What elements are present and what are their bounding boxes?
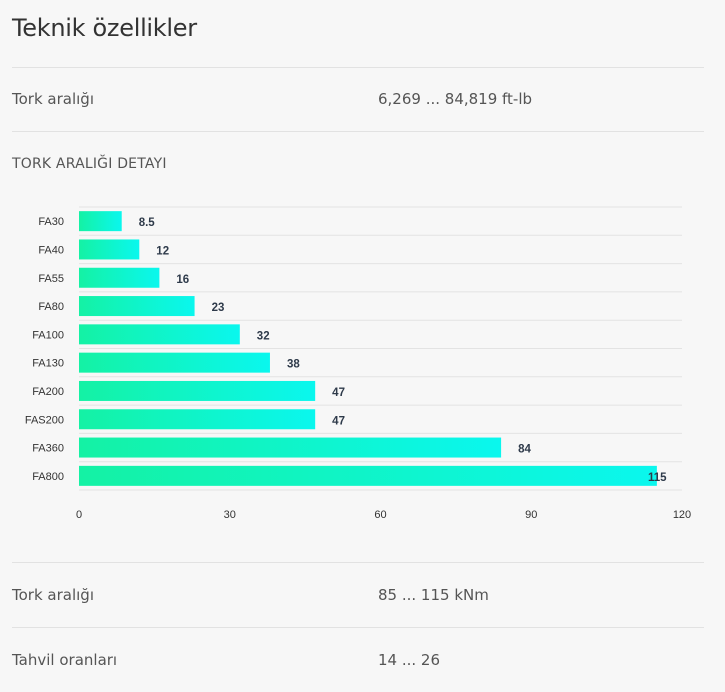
category-label: FA360 [32, 443, 64, 455]
category-label: FAS200 [25, 414, 64, 426]
category-label: FA40 [38, 244, 64, 256]
x-tick-label: 30 [224, 509, 236, 521]
category-label: FA55 [38, 273, 64, 285]
x-tick-label: 120 [673, 509, 691, 521]
category-label: FA130 [32, 358, 64, 370]
value-label: 84 [518, 444, 531, 456]
divider [12, 131, 704, 132]
page-title: Teknik özellikler [12, 14, 197, 42]
category-label: FA30 [38, 216, 64, 228]
value-label: 23 [212, 302, 225, 314]
torque-bar-chart: FA30 8.5 FA40 12 FA55 16 FA80 23 FA100 32 FA130 38 F… [25, 206, 691, 521]
divider [12, 627, 704, 628]
bar-fa80[interactable] [79, 296, 195, 317]
bar-fa800[interactable] [79, 465, 657, 486]
value-label: 12 [156, 245, 169, 257]
bar-fa360[interactable] [79, 437, 502, 458]
category-label: FA800 [32, 471, 64, 483]
spec-label-gear-ratios: Tahvil oranları [12, 651, 118, 669]
spec-value-torque-range-ftlb: 6,269 ... 84,819 ft-lb [378, 90, 533, 108]
bar-fa200[interactable] [79, 380, 316, 401]
bar-fas200[interactable] [79, 409, 316, 430]
category-label: FA200 [32, 386, 64, 398]
value-label: 47 [332, 415, 345, 427]
value-label: 32 [257, 330, 270, 342]
x-tick-label: 90 [525, 509, 537, 521]
spec-label-torque-range-ftlb: Tork aralığı [12, 90, 94, 108]
divider [12, 67, 704, 68]
spec-label-torque-range-knm: Tork aralığı [12, 586, 94, 604]
bar-fa30[interactable] [79, 211, 122, 232]
chart-section-heading: TORK ARALIĞI DETAYI [12, 156, 167, 172]
value-label: 16 [176, 274, 189, 286]
category-label: FA100 [32, 329, 64, 341]
spec-value-gear-ratios: 14 ... 26 [378, 651, 441, 669]
spec-value-torque-range-knm: 85 ... 115 kNm [378, 586, 489, 604]
value-label: 115 [648, 472, 667, 484]
x-tick-label: 0 [76, 509, 82, 521]
bar-fa40[interactable] [79, 239, 140, 260]
bar-fa130[interactable] [79, 352, 270, 373]
category-label: FA80 [38, 301, 64, 313]
bar-fa55[interactable] [79, 267, 160, 288]
divider [12, 562, 704, 563]
x-tick-label: 60 [374, 509, 386, 521]
value-label: 38 [287, 359, 300, 371]
value-label: 8.5 [139, 217, 156, 229]
bar-fa100[interactable] [79, 324, 240, 345]
value-label: 47 [332, 387, 345, 399]
